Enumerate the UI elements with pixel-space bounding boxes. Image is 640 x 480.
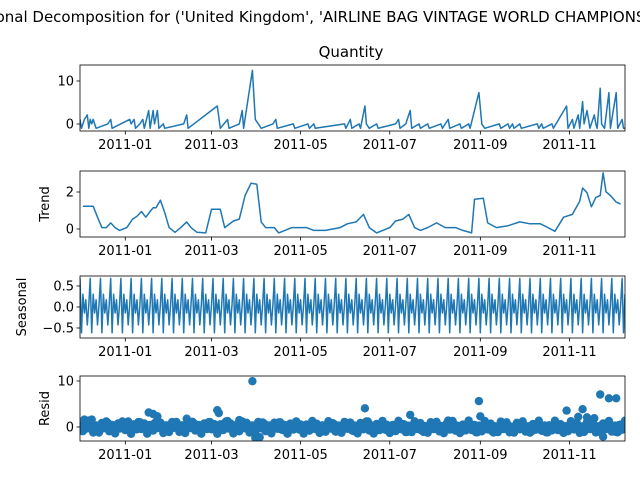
seasonal-ytick-label: −0.5 — [42, 322, 74, 337]
trend-xtick-label: 2011-11 — [542, 244, 596, 259]
resid-point — [153, 412, 162, 421]
seasonal-xtick-label: 2011-05 — [273, 345, 327, 360]
resid-axes-frame — [79, 375, 626, 442]
resid-point — [124, 417, 133, 426]
trend-ylabel: Trend — [38, 186, 53, 223]
observed-panel: 0 10 2011-01 2011-03 2011-05 2011-07 2011-09 20… — [57, 64, 626, 153]
trend-xtick-label: 2011-01 — [98, 244, 152, 259]
trend-marks — [82, 172, 621, 234]
seasonal-marks — [80, 277, 625, 334]
resid-xtick-label: 2011-01 — [98, 448, 152, 463]
observed-xtick-label: 2011-03 — [184, 138, 238, 153]
resid-point — [617, 421, 625, 430]
resid-point — [214, 408, 223, 418]
trend-xtick-label: 2011-05 — [273, 244, 327, 259]
observed-ytick-label: 0 — [66, 118, 74, 133]
resid-xtick-label: 2011-11 — [542, 448, 596, 463]
seasonal-xtick-label: 2011-11 — [542, 345, 596, 360]
resid-point — [360, 404, 370, 413]
seasonal-xtick-label: 2011-01 — [98, 345, 152, 360]
resid-point — [406, 410, 415, 420]
resid-point — [590, 414, 599, 423]
resid-point — [103, 418, 113, 428]
resid-point — [223, 416, 232, 426]
observed-xtick-label: 2011-09 — [453, 138, 507, 153]
resid-point — [476, 412, 485, 421]
observed-xtick-label: 2011-05 — [273, 138, 327, 153]
resid-point — [596, 390, 605, 399]
resid-point — [235, 415, 244, 425]
resid-point — [248, 377, 257, 386]
resid-xtick-label: 2011-07 — [363, 448, 417, 463]
resid-ylabel: Resid — [38, 391, 53, 426]
seasonal-series-line — [80, 277, 625, 334]
resid-point — [182, 414, 191, 423]
resid-point — [612, 394, 621, 403]
seasonal-xtick-label: 2011-03 — [184, 345, 238, 360]
observed-ytick-label: 10 — [57, 75, 74, 90]
resid-point — [604, 394, 614, 403]
trend-xtick-label: 2011-09 — [453, 244, 507, 259]
resid-point — [363, 417, 372, 426]
trend-ytick-label: 2 — [66, 186, 74, 201]
observed-panel-title: Quantity — [319, 43, 384, 61]
resid-point — [582, 413, 592, 422]
seasonal-ylabel: Seasonal — [15, 278, 30, 337]
resid-ytick-label: 0 — [66, 421, 74, 436]
seasonal-ytick-label: 0.5 — [53, 280, 74, 295]
resid-point — [578, 405, 587, 414]
trend-xtick-label: 2011-03 — [184, 244, 238, 259]
trend-panel: 0 2 2011-01 2011-03 2011-05 2011-07 2011-09 201… — [38, 170, 626, 259]
resid-marks — [80, 377, 625, 441]
resid-point — [444, 416, 453, 425]
observed-marks — [80, 69, 625, 130]
observed-axes-frame — [79, 64, 626, 132]
seasonal-xtick-label: 2011-09 — [453, 345, 507, 360]
resid-point — [255, 433, 264, 441]
resid-point — [562, 406, 571, 415]
resid-point — [574, 412, 583, 421]
resid-point — [598, 432, 608, 441]
trend-series-line — [82, 172, 621, 234]
resid-point — [87, 415, 96, 424]
resid-panel: 0 10 2011-01 2011-03 2011-05 2011-07 2011-09 20… — [38, 375, 626, 463]
observed-series-line — [80, 69, 625, 130]
observed-xtick-label: 2011-01 — [98, 138, 152, 153]
resid-xtick-label: 2011-05 — [273, 448, 327, 463]
observed-xtick-label: 2011-11 — [542, 138, 596, 153]
trend-ytick-label: 0 — [66, 223, 74, 238]
seasonal-panel: 0.5 0.0 −0.5 2011-01 2011-03 2011-05 2011-07 20… — [15, 275, 626, 360]
trend-xtick-label: 2011-07 — [363, 244, 417, 259]
resid-xtick-label: 2011-09 — [453, 448, 507, 463]
seasonal-ytick-label: 0.0 — [53, 301, 74, 316]
resid-xtick-label: 2011-03 — [184, 448, 238, 463]
resid-point — [474, 396, 484, 406]
trend-axes-frame — [79, 170, 626, 238]
resid-ytick-label: 10 — [57, 375, 74, 390]
figure-suptitle: Seasonal Decomposition for ('United King… — [0, 8, 640, 26]
observed-xtick-label: 2011-07 — [363, 138, 417, 153]
seasonal-xtick-label: 2011-07 — [363, 345, 417, 360]
